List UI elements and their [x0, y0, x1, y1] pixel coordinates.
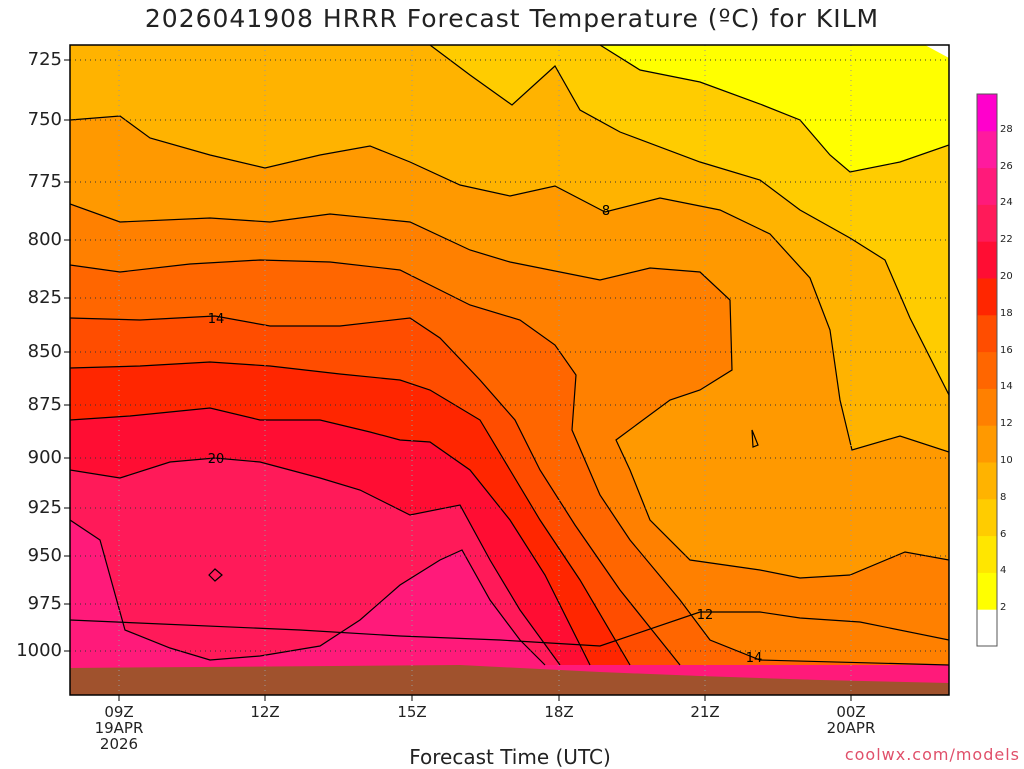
colorbar — [976, 93, 998, 647]
x-tick-label: 21Z — [690, 703, 720, 721]
colorbar-swatch — [977, 204, 997, 242]
credit-link[interactable]: coolwx.com/models — [844, 745, 1020, 764]
contour-label: 14 — [746, 651, 763, 666]
contour-label: 20 — [208, 452, 225, 467]
colorbar-label: 4 — [1000, 565, 1007, 577]
y-tick-label: 925 — [27, 497, 62, 518]
y-tick-label: 775 — [27, 171, 62, 192]
colorbar-swatch — [977, 388, 997, 426]
colorbar-label: 16 — [1000, 344, 1013, 356]
x-axis-title: Forecast Time (UTC) — [409, 745, 611, 769]
y-tick-label: 900 — [27, 447, 62, 468]
contour-label: 8 — [602, 204, 610, 219]
colorbar-label: 20 — [1000, 271, 1013, 282]
y-tick-label: 875 — [27, 394, 62, 415]
y-tick-label: 850 — [27, 341, 62, 362]
x-tick-year: 2026 — [99, 735, 139, 753]
colorbar-swatch — [977, 314, 997, 353]
colorbar-swatch — [977, 94, 997, 132]
x-tick-label: 15Z — [397, 703, 427, 721]
colorbar-swatch — [977, 278, 997, 316]
colorbar-label: 18 — [1000, 307, 1013, 319]
colorbar-label: 28 — [1000, 123, 1013, 135]
colorbar-swatch — [977, 572, 997, 610]
colorbar-label: 22 — [1000, 234, 1013, 246]
colorbar-swatch — [977, 609, 997, 647]
colorbar-swatch — [977, 130, 997, 169]
y-tick-label: 725 — [27, 49, 62, 70]
x-tick-label: 21Z — [660, 704, 750, 720]
x-tick-label: 12Z — [220, 704, 310, 720]
colorbar-label: 12 — [1000, 418, 1013, 430]
x-tick-label: 00Z — [836, 703, 866, 721]
colorbar-swatch — [977, 241, 997, 279]
colorbar-swatch — [977, 535, 997, 573]
colorbar-swatch — [977, 351, 997, 389]
chart-title: 2026041908 HRRR Forecast Temperature (ºC… — [144, 4, 880, 33]
y-tick-label: 1000 — [16, 640, 62, 661]
colorbar-label: 14 — [1000, 381, 1013, 393]
x-tick-label: 18Z — [544, 703, 574, 721]
x-tick-label: 09Z 19APR 2026 — [74, 704, 164, 752]
x-tick-date: 20APR — [826, 719, 876, 737]
y-tick-label: 750 — [27, 109, 62, 130]
colorbar-label: 8 — [1000, 491, 1007, 503]
x-tick-date: 19APR — [94, 719, 144, 737]
colorbar-label: 2 — [1000, 602, 1007, 614]
x-tick-label: 15Z — [367, 704, 457, 720]
y-tick-label: 975 — [27, 593, 62, 614]
y-tick-label: 950 — [27, 545, 62, 566]
colorbar-swatch — [977, 425, 997, 463]
colorbar-swatch — [977, 167, 997, 205]
contour-label: 14 — [208, 312, 225, 327]
colorbar-swatch — [977, 498, 997, 537]
colorbar-swatch — [977, 462, 997, 500]
colorbar-label: 26 — [1000, 160, 1013, 172]
colorbar-label: 24 — [1000, 197, 1013, 209]
contour-label: 12 — [697, 608, 714, 623]
x-tick-label: 12Z — [250, 703, 280, 721]
x-tick-label: 09Z — [104, 703, 134, 721]
y-tick-label: 825 — [27, 287, 62, 308]
y-tick-label: 800 — [27, 229, 62, 250]
colorbar-label: 10 — [1000, 455, 1013, 466]
colorbar-label: 6 — [1000, 528, 1007, 540]
x-tick-label: 00Z 20APR — [806, 704, 896, 736]
colorbar-frame — [976, 93, 998, 647]
x-tick-label: 18Z — [514, 704, 604, 720]
